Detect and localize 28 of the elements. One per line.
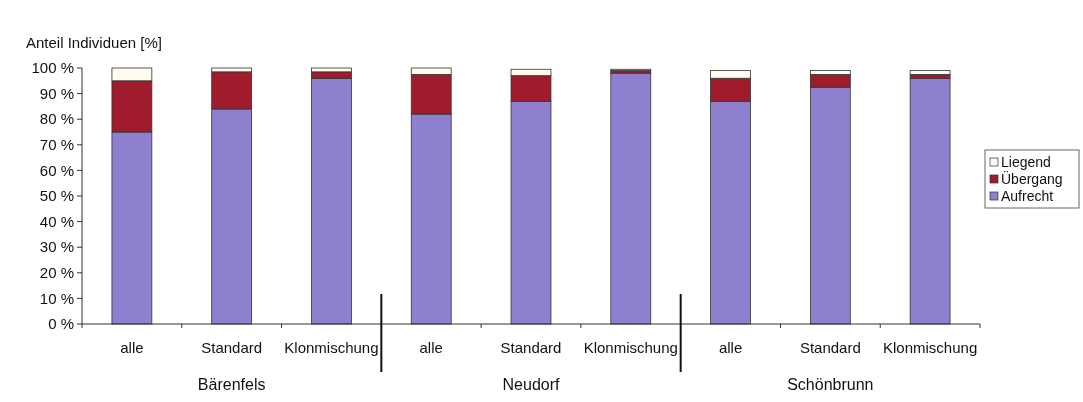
y-tick-label: 90 %: [39, 84, 74, 102]
y-tick-label: 80 %: [39, 110, 74, 128]
bar: [909, 70, 951, 75]
x-tick-label: Klonmischung: [583, 339, 678, 356]
x-tick-label: alle: [419, 339, 443, 356]
y-tick-label: 10 %: [39, 289, 74, 307]
x-tick-label: Klonmischung: [284, 339, 379, 356]
legend-label: Übergang: [1001, 169, 1063, 187]
y-tick-label: 100 %: [31, 59, 74, 77]
y-tick-label: 60 %: [39, 161, 74, 179]
x-tick-label: Standard: [201, 339, 263, 356]
y-tick-label: 70 %: [39, 136, 74, 154]
y-axis-title: Anteil Individuen [%]: [26, 34, 162, 51]
x-tick-label: alle: [718, 339, 743, 356]
text: Schönbrunn: [787, 376, 874, 393]
text: Neudorf: [502, 376, 561, 393]
legend-label: Aufrecht: [1001, 187, 1054, 204]
x-tick-label: alle: [120, 339, 144, 356]
x-tick-label: Standard: [500, 339, 562, 356]
y-tick-label: 0 %: [48, 315, 74, 333]
y-tick-label: 40 %: [39, 212, 74, 230]
x-tick-label: Standard: [799, 339, 861, 356]
legend-label: Liegend: [1001, 153, 1051, 170]
y-tick-label: 20 %: [39, 264, 74, 282]
y-tick-label: 50 %: [39, 187, 74, 205]
text: Bärenfels: [197, 376, 266, 393]
y-tick-label: 30 %: [39, 238, 74, 256]
x-tick-label: Klonmischung: [883, 339, 978, 356]
